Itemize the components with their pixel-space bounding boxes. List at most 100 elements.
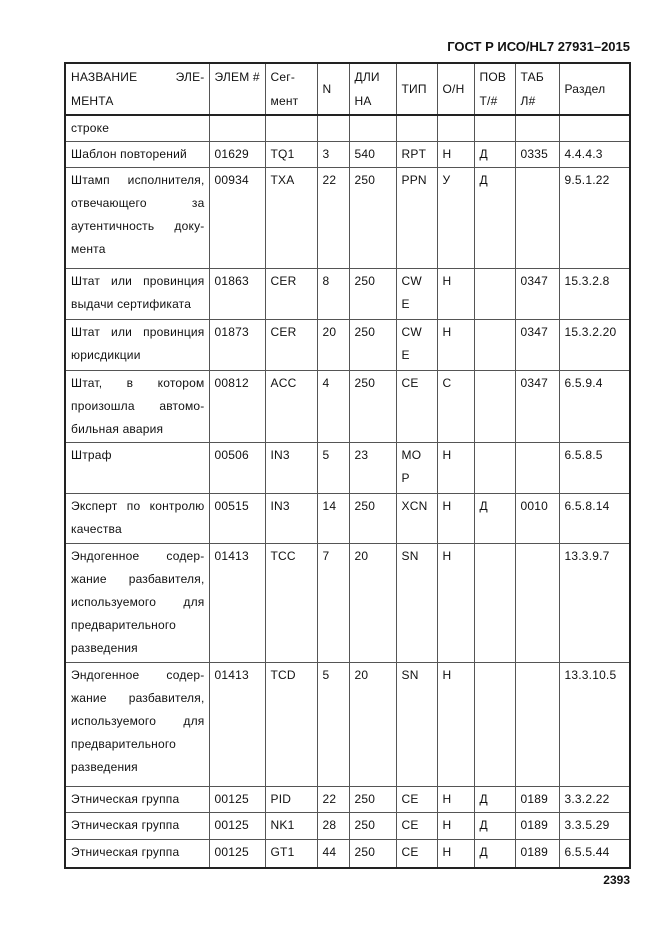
cell-length: 250: [348, 167, 397, 269]
column-header-name: НАЗВАНИЕ ЭЛЕ-МЕНТА: [64, 62, 210, 116]
cell-table-num: [514, 167, 560, 269]
cell-n: 8: [316, 268, 350, 320]
cell-repeat: [473, 370, 516, 443]
cell-elem: 01863: [208, 268, 266, 320]
table-row: Эксперт по контролю качества 00515 IN3 14 25…: [64, 493, 631, 544]
cell-repeat: Д: [473, 141, 516, 168]
cell-section: 6.5.8.14: [558, 493, 631, 544]
cell-length: 20: [348, 543, 397, 663]
cell-segment: CER: [264, 319, 318, 371]
cell-elem: 00506: [208, 442, 266, 494]
cell-name: строке: [64, 114, 210, 142]
table-row: Эндогенное содер-жание разбавителя, испо…: [64, 543, 631, 663]
column-header-section: Раздел: [558, 62, 631, 116]
cell-table-num: 0189: [514, 839, 560, 868]
table-row: Штраф 00506 IN3 5 23 MO P Н 6.5.8.5: [64, 442, 631, 494]
cell-section: 6.5.8.5: [558, 442, 631, 494]
cell-n: 20: [316, 319, 350, 371]
cell-section: 15.3.2.20: [558, 319, 631, 371]
cell-elem: 00125: [208, 812, 266, 840]
cell-elem: [208, 114, 266, 142]
cell-name: Этническая группа: [64, 812, 210, 840]
cell-elem: 00812: [208, 370, 266, 443]
cell-elem: 00125: [208, 839, 266, 868]
cell-length: 250: [348, 493, 397, 544]
header-row: НАЗВАНИЕ ЭЛЕ-МЕНТА ЭЛЕМ # Сег-мент N ДЛИ НА Т…: [64, 62, 631, 116]
cell-elem: 01629: [208, 141, 266, 168]
cell-name: Штамп исполнителя, отвечающего за аутент…: [64, 167, 210, 269]
cell-table-num: [514, 543, 560, 663]
cell-table-num: [514, 662, 560, 787]
cell-section: 6.5.9.4: [558, 370, 631, 443]
cell-table-num: 0335: [514, 141, 560, 168]
cell-segment: TCD: [264, 662, 318, 787]
column-header-table-num: ТАБ Л#: [514, 62, 560, 116]
cell-elem: 01413: [208, 662, 266, 787]
cell-table-num: 0010: [514, 493, 560, 544]
cell-length: 250: [348, 370, 397, 443]
table-row: Эндогенное содер-жание разбавителя, испо…: [64, 662, 631, 787]
cell-elem: 00125: [208, 786, 266, 813]
cell-n: 4: [316, 370, 350, 443]
cell-length: [348, 114, 397, 142]
cell-segment: IN3: [264, 442, 318, 494]
cell-type: CW E: [395, 319, 438, 371]
cell-name: Эндогенное содер-жание разбавителя, испо…: [64, 543, 210, 663]
cell-name: Штат или провинция выдачи сертификата: [64, 268, 210, 320]
cell-n: 44: [316, 839, 350, 868]
cell-optionality: [436, 114, 475, 142]
cell-type: SN: [395, 543, 438, 663]
cell-type: CE: [395, 812, 438, 840]
cell-optionality: У: [436, 167, 475, 269]
table-row: Штамп исполнителя, отвечающего за аутент…: [64, 167, 631, 269]
cell-optionality: С: [436, 370, 475, 443]
cell-repeat: Д: [473, 167, 516, 269]
cell-optionality: Н: [436, 543, 475, 663]
cell-length: 250: [348, 839, 397, 868]
cell-type: CE: [395, 839, 438, 868]
cell-length: 250: [348, 812, 397, 840]
cell-table-num: 0347: [514, 268, 560, 320]
cell-table-num: 0347: [514, 370, 560, 443]
cell-repeat: [473, 543, 516, 663]
cell-elem: 00934: [208, 167, 266, 269]
cell-length: 23: [348, 442, 397, 494]
table-row: Этническая группа 00125 GT1 44 250 CE Н Д 0189 6.…: [64, 839, 631, 868]
cell-section: 6.5.5.44: [558, 839, 631, 868]
cell-optionality: Н: [436, 442, 475, 494]
cell-section: 9.5.1.22: [558, 167, 631, 269]
cell-optionality: Н: [436, 662, 475, 787]
cell-name: Штраф: [64, 442, 210, 494]
cell-optionality: Н: [436, 268, 475, 320]
cell-repeat: [473, 442, 516, 494]
column-header-length: ДЛИ НА: [348, 62, 397, 116]
cell-repeat: Д: [473, 812, 516, 840]
table-row: Штат, в котором произошла автомо-бильная…: [64, 370, 631, 443]
cell-type: CW E: [395, 268, 438, 320]
cell-table-num: 0189: [514, 812, 560, 840]
cell-optionality: Н: [436, 141, 475, 168]
cell-length: 540: [348, 141, 397, 168]
cell-type: [395, 114, 438, 142]
cell-elem: 01873: [208, 319, 266, 371]
cell-section: 3.3.5.29: [558, 812, 631, 840]
cell-n: 7: [316, 543, 350, 663]
cell-table-num: 0347: [514, 319, 560, 371]
cell-segment: PID: [264, 786, 318, 813]
cell-elem: 00515: [208, 493, 266, 544]
cell-name: Штат или провинция юрисдикции: [64, 319, 210, 371]
cell-segment: TCC: [264, 543, 318, 663]
cell-repeat: [473, 319, 516, 371]
cell-segment: [264, 114, 318, 142]
cell-table-num: [514, 442, 560, 494]
cell-section: 3.3.2.22: [558, 786, 631, 813]
data-elements-table: НАЗВАНИЕ ЭЛЕ-МЕНТА ЭЛЕМ # Сег-мент N ДЛИ НА Т…: [64, 62, 631, 869]
cell-repeat: Д: [473, 493, 516, 544]
column-header-segment: Сег-мент: [264, 62, 318, 116]
cell-section: 13.3.10.5: [558, 662, 631, 787]
cell-elem: 01413: [208, 543, 266, 663]
cell-segment: IN3: [264, 493, 318, 544]
cell-n: 14: [316, 493, 350, 544]
cell-repeat: [473, 268, 516, 320]
cell-section: 13.3.9.7: [558, 543, 631, 663]
